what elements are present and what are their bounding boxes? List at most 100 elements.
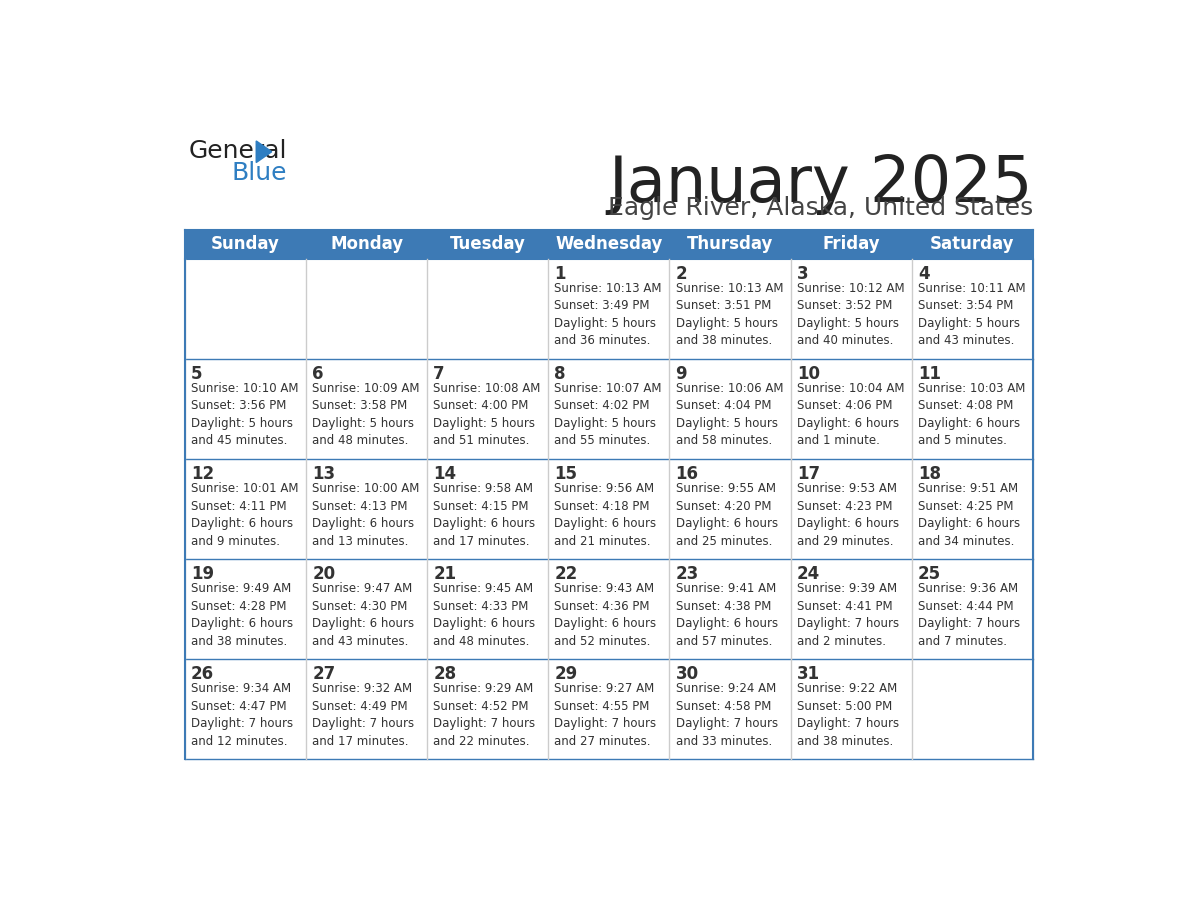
Text: 31: 31 xyxy=(797,666,820,683)
Bar xyxy=(185,559,307,659)
Text: Sunrise: 9:43 AM
Sunset: 4:36 PM
Daylight: 6 hours
and 52 minutes.: Sunrise: 9:43 AM Sunset: 4:36 PM Dayligh… xyxy=(555,582,657,648)
Text: 25: 25 xyxy=(918,565,941,583)
Bar xyxy=(185,259,307,359)
Polygon shape xyxy=(257,141,272,162)
Text: 18: 18 xyxy=(918,465,941,483)
Text: Sunrise: 10:04 AM
Sunset: 4:06 PM
Daylight: 6 hours
and 1 minute.: Sunrise: 10:04 AM Sunset: 4:06 PM Daylig… xyxy=(797,382,904,447)
Text: 3: 3 xyxy=(797,265,808,283)
Text: Sunrise: 9:58 AM
Sunset: 4:15 PM
Daylight: 6 hours
and 17 minutes.: Sunrise: 9:58 AM Sunset: 4:15 PM Dayligh… xyxy=(434,482,536,547)
Bar xyxy=(911,230,1032,259)
Bar xyxy=(790,359,911,459)
Bar xyxy=(428,359,549,459)
Text: 11: 11 xyxy=(918,365,941,383)
Text: Sunrise: 9:56 AM
Sunset: 4:18 PM
Daylight: 6 hours
and 21 minutes.: Sunrise: 9:56 AM Sunset: 4:18 PM Dayligh… xyxy=(555,482,657,547)
Text: Sunday: Sunday xyxy=(211,235,280,253)
Text: Sunrise: 9:27 AM
Sunset: 4:55 PM
Daylight: 7 hours
and 27 minutes.: Sunrise: 9:27 AM Sunset: 4:55 PM Dayligh… xyxy=(555,682,657,748)
Text: Eagle River, Alaska, United States: Eagle River, Alaska, United States xyxy=(607,196,1032,220)
Text: Sunrise: 9:47 AM
Sunset: 4:30 PM
Daylight: 6 hours
and 43 minutes.: Sunrise: 9:47 AM Sunset: 4:30 PM Dayligh… xyxy=(312,582,415,648)
Bar xyxy=(428,459,549,559)
Text: Sunrise: 10:10 AM
Sunset: 3:56 PM
Daylight: 5 hours
and 45 minutes.: Sunrise: 10:10 AM Sunset: 3:56 PM Daylig… xyxy=(191,382,298,447)
Bar xyxy=(428,559,549,659)
Bar xyxy=(307,230,428,259)
Bar xyxy=(549,659,669,759)
Bar xyxy=(307,659,428,759)
Bar xyxy=(669,259,790,359)
Bar xyxy=(911,259,1032,359)
Text: 13: 13 xyxy=(312,465,335,483)
Text: 15: 15 xyxy=(555,465,577,483)
Bar xyxy=(790,230,911,259)
Text: Sunrise: 10:00 AM
Sunset: 4:13 PM
Daylight: 6 hours
and 13 minutes.: Sunrise: 10:00 AM Sunset: 4:13 PM Daylig… xyxy=(312,482,419,547)
Bar xyxy=(549,459,669,559)
Text: Sunrise: 10:11 AM
Sunset: 3:54 PM
Daylight: 5 hours
and 43 minutes.: Sunrise: 10:11 AM Sunset: 3:54 PM Daylig… xyxy=(918,282,1025,347)
Text: Sunrise: 10:03 AM
Sunset: 4:08 PM
Daylight: 6 hours
and 5 minutes.: Sunrise: 10:03 AM Sunset: 4:08 PM Daylig… xyxy=(918,382,1025,447)
Bar xyxy=(790,559,911,659)
Bar xyxy=(549,259,669,359)
Text: Sunrise: 10:01 AM
Sunset: 4:11 PM
Daylight: 6 hours
and 9 minutes.: Sunrise: 10:01 AM Sunset: 4:11 PM Daylig… xyxy=(191,482,298,547)
Text: 5: 5 xyxy=(191,365,203,383)
Text: Sunrise: 9:45 AM
Sunset: 4:33 PM
Daylight: 6 hours
and 48 minutes.: Sunrise: 9:45 AM Sunset: 4:33 PM Dayligh… xyxy=(434,582,536,648)
Text: 6: 6 xyxy=(312,365,324,383)
Bar xyxy=(428,659,549,759)
Text: Sunrise: 10:13 AM
Sunset: 3:49 PM
Daylight: 5 hours
and 36 minutes.: Sunrise: 10:13 AM Sunset: 3:49 PM Daylig… xyxy=(555,282,662,347)
Text: 23: 23 xyxy=(676,565,699,583)
Bar xyxy=(669,659,790,759)
Text: Sunrise: 10:07 AM
Sunset: 4:02 PM
Daylight: 5 hours
and 55 minutes.: Sunrise: 10:07 AM Sunset: 4:02 PM Daylig… xyxy=(555,382,662,447)
Text: Saturday: Saturday xyxy=(930,235,1015,253)
Text: Sunrise: 9:36 AM
Sunset: 4:44 PM
Daylight: 7 hours
and 7 minutes.: Sunrise: 9:36 AM Sunset: 4:44 PM Dayligh… xyxy=(918,582,1020,648)
Text: 16: 16 xyxy=(676,465,699,483)
Text: 9: 9 xyxy=(676,365,687,383)
Text: Sunrise: 10:08 AM
Sunset: 4:00 PM
Daylight: 5 hours
and 51 minutes.: Sunrise: 10:08 AM Sunset: 4:00 PM Daylig… xyxy=(434,382,541,447)
Text: 19: 19 xyxy=(191,565,214,583)
Text: 8: 8 xyxy=(555,365,565,383)
Bar xyxy=(307,459,428,559)
Text: Sunrise: 9:34 AM
Sunset: 4:47 PM
Daylight: 7 hours
and 12 minutes.: Sunrise: 9:34 AM Sunset: 4:47 PM Dayligh… xyxy=(191,682,293,748)
Text: 7: 7 xyxy=(434,365,446,383)
Text: 14: 14 xyxy=(434,465,456,483)
Bar xyxy=(911,459,1032,559)
Text: 21: 21 xyxy=(434,565,456,583)
Bar xyxy=(185,659,307,759)
Bar xyxy=(307,359,428,459)
Bar xyxy=(185,230,307,259)
Text: 26: 26 xyxy=(191,666,214,683)
Text: Sunrise: 10:13 AM
Sunset: 3:51 PM
Daylight: 5 hours
and 38 minutes.: Sunrise: 10:13 AM Sunset: 3:51 PM Daylig… xyxy=(676,282,783,347)
Text: 30: 30 xyxy=(676,666,699,683)
Text: Sunrise: 10:12 AM
Sunset: 3:52 PM
Daylight: 5 hours
and 40 minutes.: Sunrise: 10:12 AM Sunset: 3:52 PM Daylig… xyxy=(797,282,904,347)
Bar xyxy=(911,659,1032,759)
Bar xyxy=(790,259,911,359)
Text: Sunrise: 9:29 AM
Sunset: 4:52 PM
Daylight: 7 hours
and 22 minutes.: Sunrise: 9:29 AM Sunset: 4:52 PM Dayligh… xyxy=(434,682,536,748)
Bar xyxy=(307,259,428,359)
Text: Sunrise: 9:22 AM
Sunset: 5:00 PM
Daylight: 7 hours
and 38 minutes.: Sunrise: 9:22 AM Sunset: 5:00 PM Dayligh… xyxy=(797,682,899,748)
Text: Sunrise: 9:24 AM
Sunset: 4:58 PM
Daylight: 7 hours
and 33 minutes.: Sunrise: 9:24 AM Sunset: 4:58 PM Dayligh… xyxy=(676,682,778,748)
Text: Sunrise: 10:09 AM
Sunset: 3:58 PM
Daylight: 5 hours
and 48 minutes.: Sunrise: 10:09 AM Sunset: 3:58 PM Daylig… xyxy=(312,382,419,447)
Text: 20: 20 xyxy=(312,565,335,583)
Text: Monday: Monday xyxy=(330,235,403,253)
Text: Wednesday: Wednesday xyxy=(555,235,663,253)
Bar xyxy=(428,230,549,259)
Bar xyxy=(428,259,549,359)
Text: Tuesday: Tuesday xyxy=(450,235,525,253)
Text: Sunrise: 9:39 AM
Sunset: 4:41 PM
Daylight: 7 hours
and 2 minutes.: Sunrise: 9:39 AM Sunset: 4:41 PM Dayligh… xyxy=(797,582,899,648)
Bar xyxy=(669,230,790,259)
Text: 28: 28 xyxy=(434,666,456,683)
Bar xyxy=(549,230,669,259)
Text: January 2025: January 2025 xyxy=(608,152,1032,215)
Text: 4: 4 xyxy=(918,265,929,283)
Bar xyxy=(911,359,1032,459)
Bar xyxy=(669,559,790,659)
Text: 22: 22 xyxy=(555,565,577,583)
Text: 12: 12 xyxy=(191,465,214,483)
Text: Sunrise: 9:32 AM
Sunset: 4:49 PM
Daylight: 7 hours
and 17 minutes.: Sunrise: 9:32 AM Sunset: 4:49 PM Dayligh… xyxy=(312,682,415,748)
Text: 2: 2 xyxy=(676,265,687,283)
Bar xyxy=(307,559,428,659)
Text: Thursday: Thursday xyxy=(687,235,773,253)
Text: Blue: Blue xyxy=(232,161,287,185)
Bar xyxy=(790,659,911,759)
Text: 24: 24 xyxy=(797,565,820,583)
Text: 17: 17 xyxy=(797,465,820,483)
Text: General: General xyxy=(189,140,287,163)
Bar xyxy=(185,359,307,459)
Bar xyxy=(790,459,911,559)
Bar xyxy=(911,559,1032,659)
